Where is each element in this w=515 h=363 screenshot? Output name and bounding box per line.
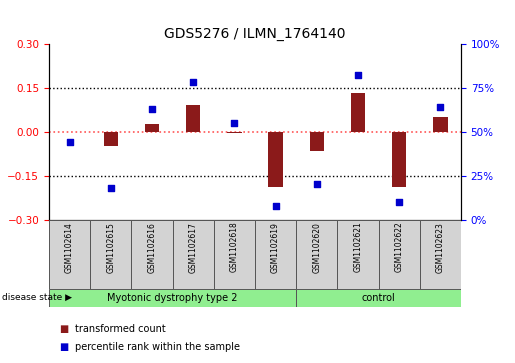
Text: ■: ■ [59, 342, 68, 352]
Bar [310, 131, 324, 151]
Point [65, 139, 74, 145]
Text: percentile rank within the sample: percentile rank within the sample [75, 342, 239, 352]
Bar [49, 289, 296, 307]
Point [395, 199, 403, 205]
Text: GSM1102623: GSM1102623 [436, 222, 445, 273]
Text: GSM1102614: GSM1102614 [65, 222, 74, 273]
Text: GSM1102620: GSM1102620 [312, 222, 321, 273]
Point [313, 182, 321, 187]
Bar [186, 105, 200, 131]
Text: ■: ■ [59, 323, 68, 334]
Text: GSM1102619: GSM1102619 [271, 222, 280, 273]
Bar [255, 220, 296, 289]
Bar [392, 131, 406, 187]
Bar [433, 117, 448, 131]
Bar [227, 131, 242, 133]
Bar [296, 220, 337, 289]
Text: GSM1102617: GSM1102617 [188, 222, 198, 273]
Bar [268, 131, 283, 187]
Text: control: control [362, 293, 396, 303]
Bar [379, 220, 420, 289]
Bar [296, 289, 461, 307]
Text: GSM1102615: GSM1102615 [106, 222, 115, 273]
Title: GDS5276 / ILMN_1764140: GDS5276 / ILMN_1764140 [164, 27, 346, 41]
Bar [337, 220, 379, 289]
Text: GSM1102618: GSM1102618 [230, 222, 239, 273]
Text: disease state ▶: disease state ▶ [2, 293, 72, 302]
Point [436, 104, 444, 110]
Bar [131, 220, 173, 289]
Point [354, 72, 362, 78]
Bar [49, 220, 90, 289]
Bar [145, 124, 159, 131]
Point [189, 79, 197, 85]
Text: transformed count: transformed count [75, 323, 165, 334]
Point [107, 185, 115, 191]
Bar [173, 220, 214, 289]
Text: GSM1102622: GSM1102622 [394, 222, 404, 273]
Point [148, 106, 156, 111]
Text: GSM1102621: GSM1102621 [353, 222, 363, 273]
Bar [214, 220, 255, 289]
Bar [351, 93, 365, 131]
Text: GSM1102616: GSM1102616 [147, 222, 157, 273]
Point [230, 120, 238, 126]
Bar [90, 220, 131, 289]
Bar [420, 220, 461, 289]
Text: Myotonic dystrophy type 2: Myotonic dystrophy type 2 [107, 293, 238, 303]
Point [271, 203, 280, 208]
Bar [104, 131, 118, 146]
